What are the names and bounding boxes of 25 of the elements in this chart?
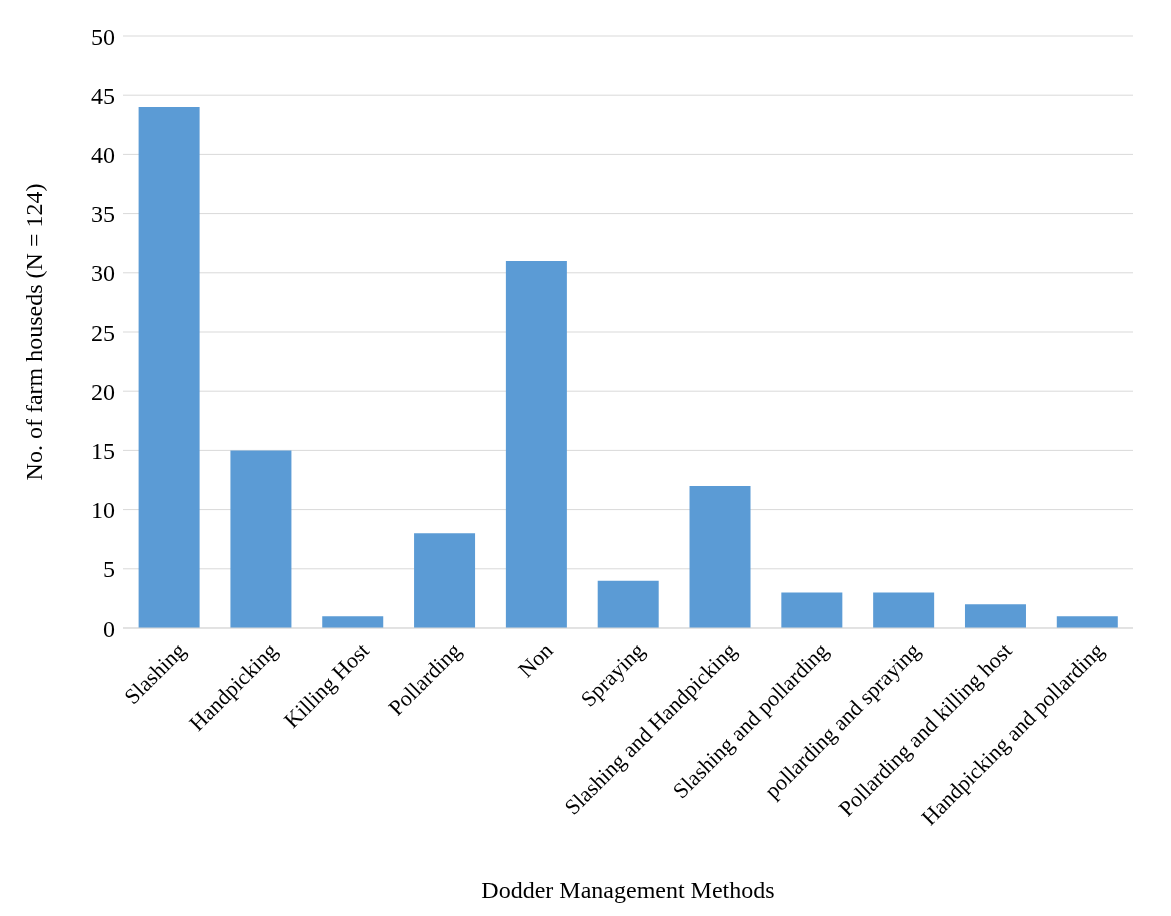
bar xyxy=(230,450,292,628)
y-tick-label: 5 xyxy=(103,556,115,583)
bar xyxy=(873,592,935,628)
bar xyxy=(138,107,200,628)
y-tick-label: 45 xyxy=(91,82,115,109)
y-tick-label: 25 xyxy=(91,319,115,346)
bar xyxy=(505,260,567,628)
y-tick-label: 40 xyxy=(91,141,115,168)
y-tick-label: 35 xyxy=(91,201,115,228)
x-tick-label: Non xyxy=(513,637,558,683)
y-tick-label: 30 xyxy=(91,260,115,287)
bar xyxy=(964,604,1026,628)
y-tick-label: 15 xyxy=(91,437,115,464)
bar xyxy=(1056,616,1118,628)
bar xyxy=(414,533,476,628)
y-tick-label: 50 xyxy=(91,23,115,50)
bar xyxy=(322,616,384,628)
bar xyxy=(781,592,843,628)
y-axis-title: No. of farm houseds (N = 124) xyxy=(20,183,47,481)
bar xyxy=(689,485,751,628)
x-axis-title: Dodder Management Methods xyxy=(481,877,775,903)
y-tick-label: 10 xyxy=(91,497,115,524)
y-tick-label: 0 xyxy=(103,615,115,642)
y-tick-label: 20 xyxy=(91,378,115,405)
bar xyxy=(597,580,659,628)
